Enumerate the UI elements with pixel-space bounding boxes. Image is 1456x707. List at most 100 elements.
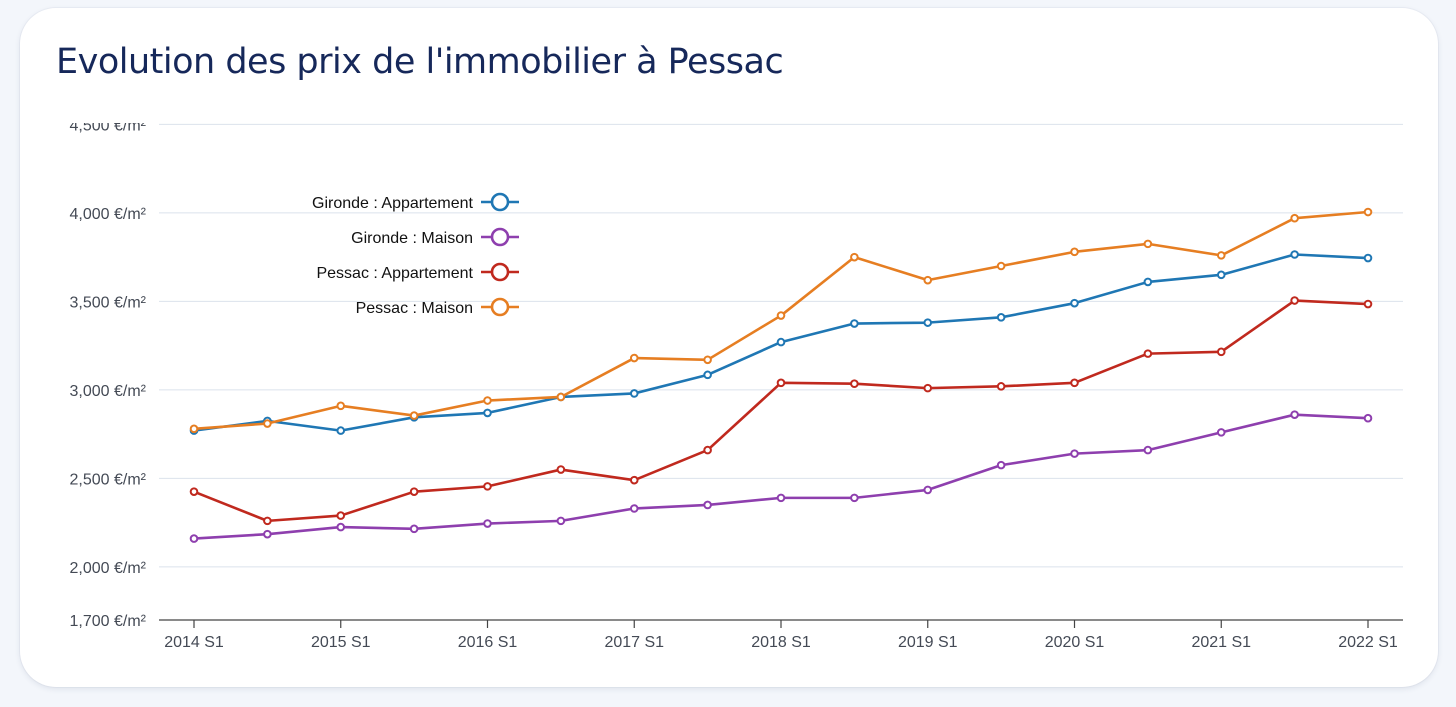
data-point[interactable]: [189, 534, 199, 543]
data-point[interactable]: [1363, 253, 1373, 263]
data-point[interactable]: [483, 482, 492, 491]
x-tick-label: 2019 S1: [898, 634, 958, 651]
data-point[interactable]: [556, 516, 566, 526]
data-point[interactable]: [629, 504, 639, 513]
data-point[interactable]: [263, 529, 272, 539]
data-point[interactable]: [1143, 277, 1153, 287]
legend-item[interactable]: Pessac : Appartement: [316, 262, 519, 282]
data-point[interactable]: [776, 378, 786, 388]
data-point[interactable]: [1216, 428, 1226, 437]
legend-item[interactable]: Gironde : Appartement: [312, 192, 519, 212]
y-tick-label: 3,500 €/m²: [70, 294, 147, 311]
data-point[interactable]: [1290, 250, 1299, 259]
x-tick-label: 2014 S1: [164, 634, 224, 651]
x-tick-label: 2017 S1: [604, 634, 664, 651]
legend-label: Pessac : Appartement: [316, 265, 473, 282]
data-point[interactable]: [483, 408, 492, 418]
data-point[interactable]: [409, 411, 419, 420]
x-axis: 2014 S1 2015 S1 2016 S1 2017 S1 2018 S1 2019 …: [159, 619, 1403, 651]
series-1[interactable]: [189, 410, 1373, 543]
data-point[interactable]: [1363, 299, 1373, 309]
data-point[interactable]: [850, 319, 859, 328]
data-point[interactable]: [629, 353, 639, 363]
data-point[interactable]: [703, 445, 712, 455]
data-point[interactable]: [263, 419, 272, 428]
y-tick-label: 2,000 €/m²: [70, 560, 147, 577]
data-point[interactable]: [336, 426, 346, 435]
data-point[interactable]: [703, 370, 712, 380]
data-point[interactable]: [923, 485, 933, 495]
x-tick-label: 2016 S1: [458, 634, 518, 651]
data-point[interactable]: [409, 524, 419, 534]
data-point[interactable]: [1143, 349, 1153, 358]
data-point[interactable]: [1290, 213, 1299, 223]
data-point[interactable]: [996, 460, 1006, 470]
series-lines[interactable]: [189, 207, 1373, 543]
y-tick-label: 2,500 €/m²: [70, 471, 147, 488]
data-point[interactable]: [850, 252, 859, 262]
data-point[interactable]: [923, 275, 933, 285]
data-point[interactable]: [776, 311, 786, 320]
data-point[interactable]: [1290, 410, 1299, 419]
series-2[interactable]: [189, 296, 1373, 526]
data-point[interactable]: [483, 519, 492, 528]
data-point[interactable]: [556, 465, 566, 474]
data-point[interactable]: [996, 313, 1006, 322]
legend-label: Gironde : Appartement: [312, 195, 474, 212]
data-point[interactable]: [483, 396, 492, 405]
legend-swatch-marker: [490, 192, 510, 212]
data-point[interactable]: [1070, 298, 1079, 308]
x-tick-label: 2015 S1: [311, 634, 371, 651]
data-point[interactable]: [1070, 378, 1079, 388]
y-tick-label: 1,700 €/m²: [70, 613, 147, 630]
data-point[interactable]: [1070, 247, 1079, 257]
data-point[interactable]: [996, 261, 1006, 271]
data-point[interactable]: [556, 392, 566, 402]
data-point[interactable]: [996, 382, 1006, 391]
data-point[interactable]: [336, 401, 346, 411]
y-tick-label: 3,000 €/m²: [70, 383, 147, 400]
data-point[interactable]: [703, 500, 712, 510]
data-point[interactable]: [776, 493, 786, 503]
legend-item[interactable]: Pessac : Maison: [356, 297, 519, 317]
legend[interactable]: Gironde : Appartement Gironde : Maison Pes…: [312, 192, 519, 317]
grid-lines: [159, 123, 1403, 568]
data-point[interactable]: [1216, 251, 1226, 260]
data-point[interactable]: [629, 389, 639, 398]
data-point[interactable]: [776, 337, 786, 347]
data-point[interactable]: [1143, 239, 1153, 249]
legend-swatch-marker: [490, 227, 510, 247]
series-3[interactable]: [189, 207, 1373, 434]
data-point[interactable]: [189, 487, 199, 496]
data-point[interactable]: [1070, 449, 1079, 458]
data-point[interactable]: [1216, 270, 1226, 280]
legend-label: Pessac : Maison: [356, 300, 473, 317]
legend-swatch-marker: [490, 297, 510, 317]
legend-item[interactable]: Gironde : Maison: [351, 227, 519, 247]
data-point[interactable]: [703, 355, 712, 365]
x-tick-label: 2021 S1: [1191, 634, 1251, 651]
data-point[interactable]: [263, 516, 272, 526]
data-point[interactable]: [850, 493, 859, 503]
data-point[interactable]: [409, 487, 419, 496]
series-line[interactable]: [193, 413, 1369, 540]
data-point[interactable]: [1216, 347, 1226, 357]
data-point[interactable]: [1143, 445, 1153, 455]
chart-title: Evolution des prix de l'immobilier à Pes…: [56, 42, 784, 82]
data-point[interactable]: [923, 383, 933, 393]
data-point[interactable]: [189, 424, 199, 434]
data-point[interactable]: [1290, 296, 1299, 305]
data-point[interactable]: [1363, 413, 1373, 423]
data-point[interactable]: [850, 379, 859, 389]
data-point[interactable]: [923, 318, 933, 327]
data-point[interactable]: [336, 522, 346, 532]
line-chart: 1,700 €/m² 2,000 €/m² 2,500 €/m² 3,000 €/m²…: [70, 117, 1403, 651]
data-point[interactable]: [629, 475, 639, 485]
y-tick-label: 4,000 €/m²: [70, 206, 147, 223]
data-point[interactable]: [1363, 207, 1373, 217]
y-axis-ticks: 1,700 €/m² 2,000 €/m² 2,500 €/m² 3,000 €/m²…: [70, 117, 147, 630]
data-point[interactable]: [336, 511, 346, 520]
y-tick-label: 4,500 €/m²: [70, 117, 147, 134]
legend-label: Gironde : Maison: [351, 230, 473, 247]
legend-swatch-marker: [490, 262, 510, 282]
